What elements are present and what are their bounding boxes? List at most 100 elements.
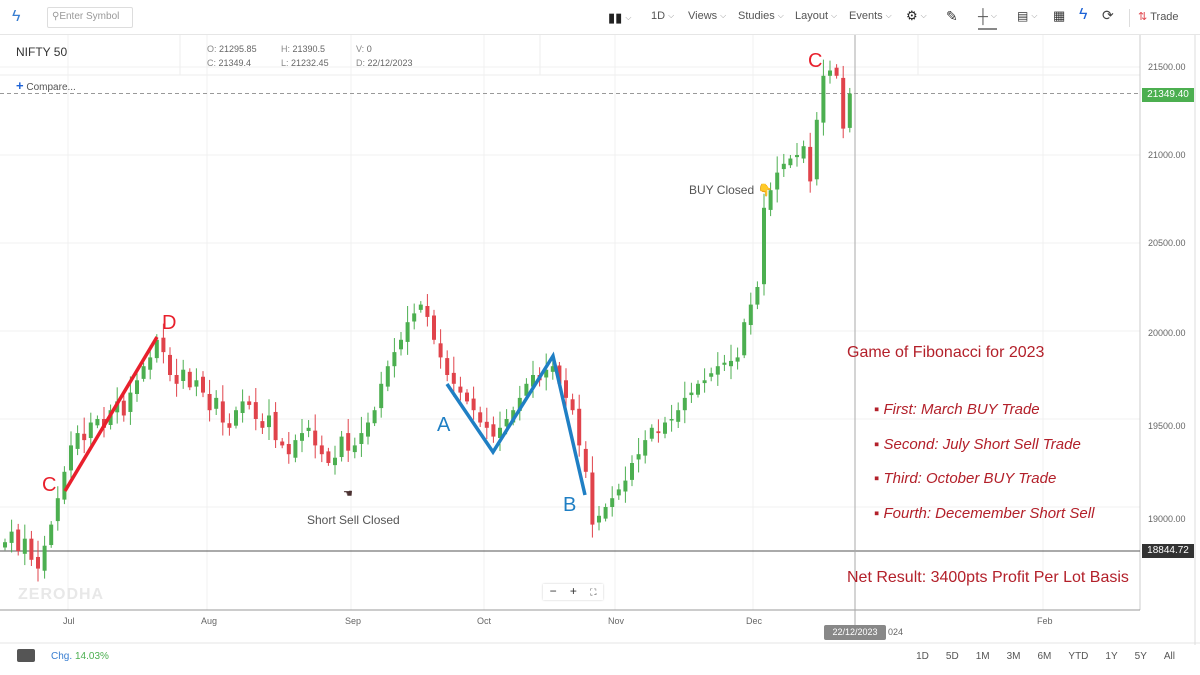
change-value: 14.03% [75,651,109,662]
blue-pattern-line-abc [445,351,587,496]
candle-body [366,422,370,437]
views-dropdown[interactable]: Views ⌵ [688,10,727,22]
candle-body [755,287,760,305]
range-button-ytd[interactable]: YTD [1068,651,1089,662]
candle-type-button[interactable]: ▮▮ ⌵ [608,10,632,25]
footer-bar: Chg. 14.03% 1D 5D 1M 3M 6M YTD 1Y 5Y All [0,644,1200,670]
range-button-1y[interactable]: 1Y [1105,651,1118,662]
candle-body [161,337,166,353]
draw-pencil-icon[interactable]: ✎ [946,8,958,24]
candle-body [286,443,291,455]
candle-body [762,207,766,285]
candle-body [306,427,311,431]
zoom-out-button[interactable]: − [549,584,557,598]
ohlc-open: O: 21295.85 [207,44,257,54]
settings-gear-icon[interactable]: ⚙ ⌵ [906,8,927,23]
candle-body [696,383,700,395]
candle-body [280,441,285,446]
candle-body [564,380,568,398]
candle-body [168,354,172,375]
price-tick: 21000.00 [1148,150,1186,160]
refresh-icon[interactable]: ⟳ [1102,7,1114,23]
range-button-5d[interactable]: 5D [945,651,959,662]
candle-body [16,529,21,551]
price-tick: 19500.00 [1148,421,1186,431]
interval-dropdown[interactable]: 1D ⌵ [651,10,675,22]
candle-body [577,408,582,446]
candle-body [471,398,476,411]
candle-body [484,421,489,428]
symbol-search-input[interactable]: ⚲Enter Symbol [47,7,133,28]
price-tick: 21500.00 [1148,62,1186,72]
candle-body [775,172,780,190]
candle-body [300,433,304,441]
lightning-icon[interactable]: ϟ [1079,6,1088,23]
candle-body [121,400,126,416]
price-chart[interactable] [0,35,1200,645]
ohlc-date: D: 22/12/2023 [356,58,413,68]
time-tick: Aug [201,616,218,626]
label-d: D [162,312,177,334]
candle-body [729,360,733,367]
zoom-controls: − + ⛶ [543,584,603,600]
candle-body [491,424,496,437]
candle-body [75,433,80,449]
trade-button[interactable]: ⇅ Trade [1138,10,1179,24]
annotation-item: ▪ Second: July Short Sell Trade [874,436,1081,453]
range-button-1d[interactable]: 1D [916,651,929,662]
label-b: B [563,494,577,516]
fullscreen-button[interactable]: ⛶ [590,587,597,597]
compare-button[interactable]: + Compare... [16,78,76,93]
candle-body [339,436,344,458]
candle-body [62,471,67,500]
crosshair-icon[interactable]: ┼ ⌵ [978,8,997,30]
label-a: A [437,414,451,436]
candle-body [841,77,846,129]
candle-body [385,366,390,387]
short-sell-closed-note: Short Sell Closed [307,513,400,527]
candle-body [603,507,608,519]
table-icon[interactable]: ▦ [1053,8,1066,23]
candle-body [9,531,14,543]
studies-dropdown[interactable]: Studies ⌵ [738,10,784,22]
candle-body [643,440,648,456]
candle-body [623,480,628,492]
candle-body [267,415,271,428]
range-button-all[interactable]: All [1163,651,1175,662]
ohlc-low: L: 21232.45 [281,58,329,68]
lightning-logo-icon[interactable]: ϟ [12,8,21,25]
candle-body [722,362,727,365]
candle-body [557,365,562,384]
events-dropdown[interactable]: Events ⌵ [849,10,892,22]
candle-body [636,454,641,460]
zoom-in-button[interactable]: + [569,584,577,598]
candle-body [273,411,278,441]
label-c1: C [42,474,57,496]
range-button-5y[interactable]: 5Y [1134,651,1147,662]
candle-body [709,373,714,377]
candle-body [544,369,549,378]
candle-body [531,375,535,387]
layout-dropdown[interactable]: Layout ⌵ [795,10,838,22]
range-button-3m[interactable]: 3M [1006,651,1021,662]
candle-body [29,538,34,560]
candle-body [194,380,199,387]
range-button-1m[interactable]: 1M [975,651,990,662]
range-button-6m[interactable]: 6M [1037,651,1052,662]
label-c2: C [808,50,823,72]
candle-body [201,376,205,393]
candle-body [82,433,87,441]
search-icon: ⚲ [52,11,60,22]
candle-body [524,383,529,396]
candle-body [715,366,720,375]
candle-body [735,357,740,362]
keyboard-icon[interactable] [17,649,35,662]
candle-body [372,410,377,424]
candle-body [808,146,813,182]
candle-body [128,392,133,412]
time-tick: Oct [477,616,492,626]
candle-body [748,304,753,326]
candle-body [550,366,555,372]
comment-icon[interactable]: ▤ ⌵ [1017,9,1038,23]
candle-body [36,556,40,569]
